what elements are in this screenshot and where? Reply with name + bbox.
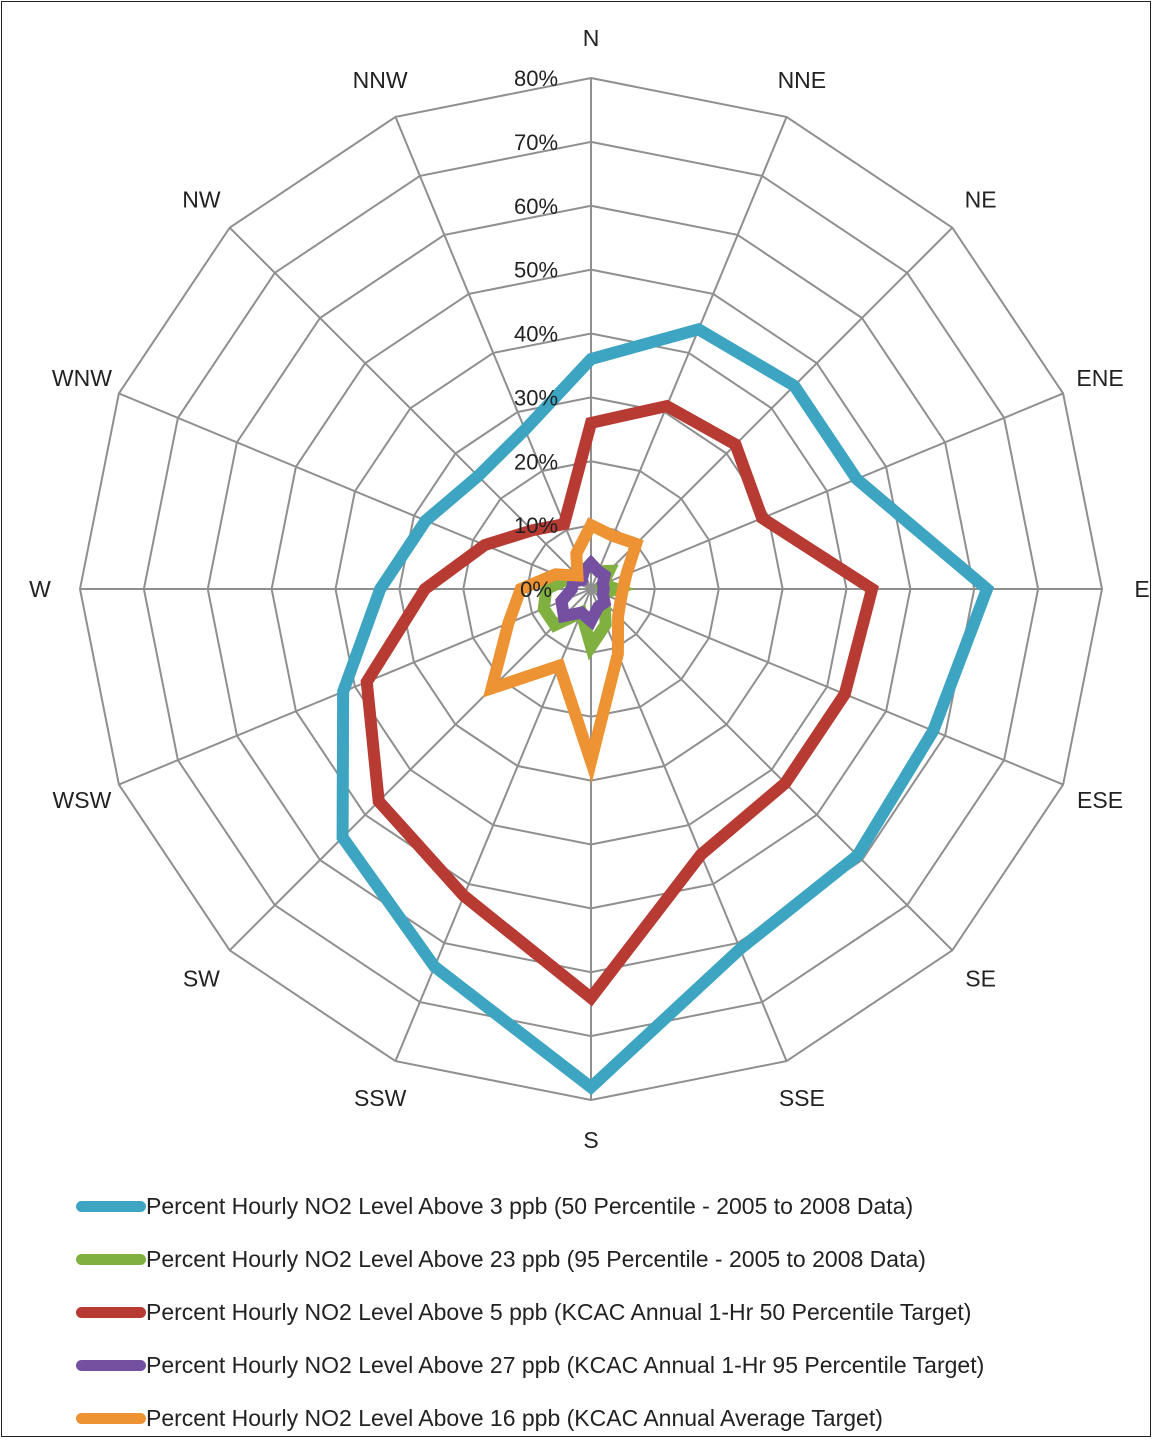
direction-label-ne: NE <box>965 186 997 212</box>
grid-spoke <box>590 588 954 952</box>
grid-spoke <box>228 588 592 952</box>
legend-label: Percent Hourly NO2 Level Above 5 ppb (KC… <box>146 1299 972 1325</box>
r-tick-label: 10% <box>514 513 558 538</box>
grid-spoke <box>590 588 1064 786</box>
legend-label: Percent Hourly NO2 Level Above 16 ppb (K… <box>146 1405 883 1431</box>
legend-label: Percent Hourly NO2 Level Above 23 ppb (9… <box>146 1246 926 1272</box>
r-tick-label: 20% <box>514 449 558 474</box>
series-line-5 <box>483 517 644 783</box>
grid-spoke <box>394 116 592 590</box>
radar-chart: 0% 10% 20% 30% 40% 50% 60% 70% 80% N NNE NE ENE E ESE S… <box>29 25 1150 1153</box>
legend-item: Percent Hourly NO2 Level Above 23 ppb (9… <box>76 1233 1136 1286</box>
direction-label-ese: ESE <box>1077 787 1123 813</box>
direction-label-wnw: WNW <box>52 365 112 391</box>
direction-label-ene: ENE <box>1076 365 1123 391</box>
grid-spoke <box>118 392 592 590</box>
r-tick-label: 0% <box>520 577 552 602</box>
grid-spoke <box>590 588 788 1062</box>
direction-label-ssw: SSW <box>354 1085 407 1111</box>
r-tick-label: 60% <box>514 194 558 219</box>
legend-item: Percent Hourly NO2 Level Above 16 ppb (K… <box>76 1392 1136 1445</box>
legend-swatch <box>76 1201 146 1212</box>
r-tick-label: 50% <box>514 258 558 283</box>
r-tick-label: 40% <box>514 322 558 347</box>
legend-item: Percent Hourly NO2 Level Above 5 ppb (KC… <box>76 1286 1136 1339</box>
direction-label-e: E <box>1134 576 1149 602</box>
grid-spoke <box>118 588 592 786</box>
legend: Percent Hourly NO2 Level Above 3 ppb (50… <box>76 1180 1136 1445</box>
r-tick-label: 70% <box>514 130 558 155</box>
legend-swatch <box>76 1307 146 1318</box>
legend-swatch <box>76 1360 146 1371</box>
legend-label: Percent Hourly NO2 Level Above 3 ppb (50… <box>146 1193 914 1219</box>
series-line-3 <box>360 399 879 1007</box>
direction-label-wsw: WSW <box>53 787 112 813</box>
legend-label: Percent Hourly NO2 Level Above 27 ppb (K… <box>146 1352 985 1378</box>
legend-item: Percent Hourly NO2 Level Above 3 ppb (50… <box>76 1180 1136 1233</box>
direction-label-w: W <box>29 576 51 602</box>
direction-label-nnw: NNW <box>353 67 408 93</box>
grid-spoke <box>590 116 788 590</box>
r-tick-label: 30% <box>514 385 558 410</box>
direction-label-sw: SW <box>183 966 220 992</box>
grid-spoke <box>590 226 954 590</box>
legend-swatch <box>76 1254 146 1265</box>
r-tick-label: 80% <box>514 66 558 91</box>
direction-label-nne: NNE <box>778 67 827 93</box>
series-line-1 <box>336 322 995 1096</box>
direction-label-nw: NW <box>182 186 221 212</box>
legend-swatch <box>76 1413 146 1424</box>
direction-label-s: S <box>583 1127 598 1153</box>
direction-label-sse: SSE <box>779 1085 825 1111</box>
legend-item: Percent Hourly NO2 Level Above 27 ppb (K… <box>76 1339 1136 1392</box>
direction-label-n: N <box>583 25 600 51</box>
direction-label-se: SE <box>965 966 996 992</box>
grid-spoke <box>590 392 1064 590</box>
